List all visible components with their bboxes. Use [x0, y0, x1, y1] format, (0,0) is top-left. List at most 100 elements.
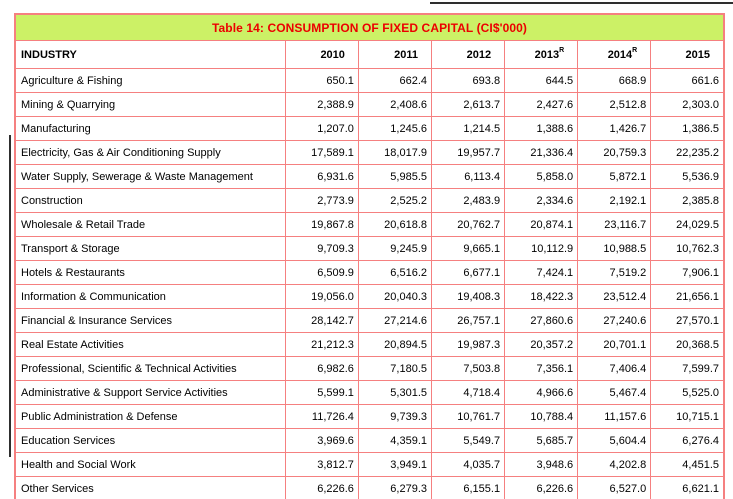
- value-cell: 19,987.3: [430, 332, 506, 357]
- value-cell: 27,860.6: [504, 308, 579, 333]
- industry-cell: Health and Social Work: [14, 452, 286, 477]
- value-cell: 2,427.6: [504, 92, 579, 117]
- year-label: 2015: [685, 48, 710, 61]
- value-cell: 22,235.2: [650, 140, 725, 165]
- value-cell: 23,116.7: [577, 212, 652, 237]
- table-row: Agriculture & Fishing 650.1 662.4 693.8 644.…: [14, 68, 725, 93]
- column-header-year: 2015: [650, 40, 725, 69]
- revised-marker: R: [632, 46, 638, 54]
- value-cell: 7,356.1: [504, 356, 579, 381]
- value-cell: 4,359.1: [357, 428, 433, 453]
- industry-cell: Information & Communication: [14, 284, 286, 309]
- value-cell: 19,408.3: [430, 284, 506, 309]
- industry-cell: Hotels & Restaurants: [14, 260, 286, 285]
- value-cell: 3,812.7: [284, 452, 359, 477]
- value-cell: 1,388.6: [504, 116, 579, 141]
- value-cell: 6,982.6: [284, 356, 359, 381]
- value-cell: 6,279.3: [357, 476, 433, 499]
- value-cell: 26,757.1: [430, 308, 506, 333]
- industry-cell: Public Administration & Defense: [14, 404, 286, 429]
- value-cell: 1,245.6: [357, 116, 433, 141]
- table-row: Other Services 6,226.6 6,279.3 6,155.1 6,226…: [14, 476, 725, 499]
- table-row: Construction 2,773.9 2,525.2 2,483.9 2,334.6…: [14, 188, 725, 213]
- industry-cell: Financial & Insurance Services: [14, 308, 286, 333]
- value-cell: 7,406.4: [577, 356, 652, 381]
- table-row: Administrative & Support Service Activit…: [14, 380, 725, 405]
- value-cell: 7,599.7: [650, 356, 725, 381]
- value-cell: 21,212.3: [284, 332, 359, 357]
- value-cell: 21,656.1: [650, 284, 725, 309]
- value-cell: 6,226.6: [284, 476, 359, 499]
- table-row: Water Supply, Sewerage & Waste Managemen…: [14, 164, 725, 189]
- value-cell: 17,589.1: [284, 140, 359, 165]
- industry-cell: Transport & Storage: [14, 236, 286, 261]
- value-cell: 10,762.3: [650, 236, 725, 261]
- value-cell: 18,017.9: [357, 140, 433, 165]
- value-cell: 5,985.5: [357, 164, 433, 189]
- value-cell: 27,240.6: [577, 308, 652, 333]
- table-row: Mining & Quarrying 2,388.9 2,408.6 2,613.7 2…: [14, 92, 725, 117]
- table-row: Hotels & Restaurants 6,509.9 6,516.2 6,677.…: [14, 260, 725, 285]
- consumption-table: Table 14: CONSUMPTION OF FIXED CAPITAL (…: [14, 13, 725, 499]
- industry-cell: Agriculture & Fishing: [14, 68, 286, 93]
- value-cell: 9,709.3: [284, 236, 359, 261]
- value-cell: 19,957.7: [430, 140, 506, 165]
- value-cell: 3,948.6: [504, 452, 579, 477]
- value-cell: 10,988.5: [577, 236, 652, 261]
- value-cell: 6,677.1: [430, 260, 506, 285]
- value-cell: 4,718.4: [430, 380, 506, 405]
- value-cell: 20,759.3: [577, 140, 652, 165]
- value-cell: 2,303.0: [650, 92, 725, 117]
- value-cell: 644.5: [504, 68, 579, 93]
- value-cell: 7,424.1: [504, 260, 579, 285]
- value-cell: 11,157.6: [577, 404, 652, 429]
- value-cell: 650.1: [284, 68, 359, 93]
- value-cell: 6,527.0: [577, 476, 652, 499]
- value-cell: 2,512.8: [577, 92, 652, 117]
- value-cell: 9,245.9: [357, 236, 433, 261]
- column-header-year: 2011: [357, 40, 433, 69]
- value-cell: 1,214.5: [430, 116, 506, 141]
- column-header-year: 2013R: [504, 40, 579, 69]
- value-cell: 2,613.7: [430, 92, 506, 117]
- column-header-row: INDUSTRY 2010 2011 2012 2013R 2014R 2015: [14, 40, 725, 69]
- value-cell: 661.6: [650, 68, 725, 93]
- value-cell: 18,422.3: [504, 284, 579, 309]
- industry-cell: Electricity, Gas & Air Conditioning Supp…: [14, 140, 286, 165]
- column-header-industry: INDUSTRY: [14, 40, 286, 69]
- value-cell: 2,483.9: [430, 188, 506, 213]
- revised-marker: R: [559, 46, 565, 54]
- year-label: 2011: [394, 48, 418, 61]
- value-cell: 2,385.8: [650, 188, 725, 213]
- value-cell: 5,549.7: [430, 428, 506, 453]
- title-row: Table 14: CONSUMPTION OF FIXED CAPITAL (…: [14, 13, 725, 41]
- value-cell: 10,788.4: [504, 404, 579, 429]
- industry-cell: Administrative & Support Service Activit…: [14, 380, 286, 405]
- value-cell: 5,301.5: [357, 380, 433, 405]
- value-cell: 6,226.6: [504, 476, 579, 499]
- value-cell: 3,969.6: [284, 428, 359, 453]
- value-cell: 20,357.2: [504, 332, 579, 357]
- table-row: Real Estate Activities 21,212.3 20,894.5 19…: [14, 332, 725, 357]
- value-cell: 6,516.2: [357, 260, 433, 285]
- value-cell: 7,503.8: [430, 356, 506, 381]
- value-cell: 6,621.1: [650, 476, 725, 499]
- value-cell: 21,336.4: [504, 140, 579, 165]
- value-cell: 5,536.9: [650, 164, 725, 189]
- table-row: Education Services 3,969.6 4,359.1 5,549.7 5…: [14, 428, 725, 453]
- column-header-year: 2012: [430, 40, 506, 69]
- value-cell: 2,525.2: [357, 188, 433, 213]
- value-cell: 2,192.1: [577, 188, 652, 213]
- value-cell: 27,214.6: [357, 308, 433, 333]
- value-cell: 19,056.0: [284, 284, 359, 309]
- year-label: 2013: [534, 48, 560, 61]
- industry-cell: Professional, Scientific & Technical Act…: [14, 356, 286, 381]
- industry-cell: Mining & Quarrying: [14, 92, 286, 117]
- value-cell: 662.4: [357, 68, 433, 93]
- value-cell: 7,180.5: [357, 356, 433, 381]
- industry-cell: Education Services: [14, 428, 286, 453]
- table-row: Wholesale & Retail Trade 19,867.8 20,618.8…: [14, 212, 725, 237]
- table-row: Public Administration & Defense 11,726.4 9…: [14, 404, 725, 429]
- value-cell: 24,029.5: [650, 212, 725, 237]
- value-cell: 20,701.1: [577, 332, 652, 357]
